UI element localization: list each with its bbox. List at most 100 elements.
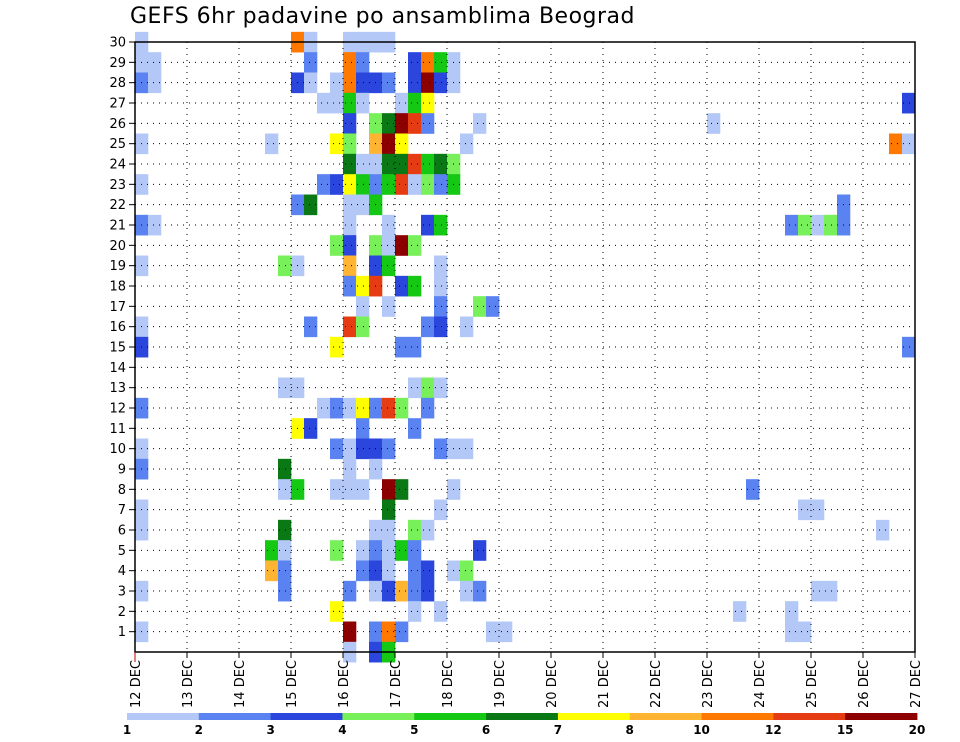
heatmap-cell: [785, 621, 799, 643]
heatmap-cell: [304, 194, 318, 216]
x-tick-label: 13 DEC: [181, 660, 196, 708]
heatmap-cell: [304, 418, 318, 439]
x-tick-label: 18 DEC: [441, 660, 456, 708]
heatmap-cell: [434, 153, 448, 175]
y-tick-label: 11: [109, 422, 126, 437]
heatmap-cell: [343, 235, 357, 256]
colorbar-label: 6: [482, 723, 490, 737]
y-tick-label: 3: [118, 585, 126, 600]
colorbar-segment: [414, 713, 487, 720]
heatmap-cell: [408, 377, 422, 399]
heatmap-cell: [382, 255, 396, 277]
heatmap-cell: [343, 275, 357, 297]
heatmap-cell: [356, 296, 370, 317]
heatmap-cell: [473, 540, 487, 561]
heatmap-cell: [499, 621, 513, 643]
heatmap-cell: [356, 479, 370, 500]
heatmap-cell: [395, 621, 409, 643]
heatmap-cell: [278, 519, 292, 541]
heatmap-cell: [395, 479, 409, 500]
heatmap-cell: [330, 235, 344, 256]
colorbar-label: 3: [266, 723, 274, 737]
heatmap-cell: [356, 397, 370, 419]
y-tick-label: 5: [118, 544, 126, 559]
heatmap-cell: [343, 438, 357, 460]
heatmap-cell: [408, 52, 422, 73]
heatmap-cell: [382, 153, 396, 175]
heatmap-cell: [382, 580, 396, 602]
heatmap-cell: [421, 377, 435, 399]
heatmap-cells: [135, 31, 916, 663]
y-tick-label: 20: [109, 239, 126, 254]
heatmap-cell: [356, 560, 370, 582]
x-tick-label: 12 DEC: [129, 660, 144, 708]
y-tick-label: 9: [118, 463, 126, 478]
heatmap-cell: [356, 72, 370, 94]
y-tick-label: 7: [118, 503, 126, 518]
heatmap-cell: [356, 92, 370, 114]
y-tick-label: 12: [109, 402, 126, 417]
colorbar-segment: [845, 713, 918, 720]
heatmap-cell: [798, 499, 812, 521]
heatmap-cell: [148, 52, 162, 73]
heatmap-cell: [382, 72, 396, 94]
heatmap-cell: [343, 458, 357, 480]
colorbar-label: 1: [123, 723, 131, 737]
heatmap-cell: [278, 255, 292, 277]
axes: 1234567891011121314151617181920212223242…: [109, 36, 924, 708]
heatmap-cell: [460, 316, 474, 338]
heatmap-cell: [343, 153, 357, 175]
heatmap-cell: [278, 540, 292, 561]
heatmap-cell: [330, 72, 344, 94]
heatmap-cell: [278, 458, 292, 480]
x-tick-label: 15 DEC: [285, 660, 300, 708]
heatmap-cell: [330, 174, 344, 195]
heatmap-cell: [421, 72, 435, 94]
x-tick-label: 25 DEC: [805, 660, 820, 708]
heatmap-cell: [460, 133, 474, 155]
heatmap-cell: [395, 133, 409, 155]
heatmap-cell: [421, 519, 435, 541]
heatmap-cell: [434, 255, 448, 277]
heatmap-cell: [382, 519, 396, 541]
y-tick-label: 19: [109, 259, 126, 274]
heatmap-cell: [304, 316, 318, 338]
heatmap-cell: [278, 580, 292, 602]
heatmap-cell: [317, 397, 331, 419]
colorbar-label: 15: [837, 723, 854, 737]
heatmap-cell: [486, 621, 500, 643]
heatmap-cell: [824, 580, 838, 602]
heatmap-cell: [811, 214, 825, 236]
heatmap-cell: [798, 621, 812, 643]
y-tick-label: 8: [118, 483, 126, 498]
heatmap-cell: [343, 580, 357, 602]
heatmap-cell: [395, 92, 409, 114]
heatmap-cell: [798, 214, 812, 236]
heatmap-cell: [421, 174, 435, 195]
heatmap-cell: [824, 214, 838, 236]
y-tick-label: 10: [109, 442, 126, 457]
heatmap-cell: [356, 52, 370, 73]
heatmap-cell: [395, 540, 409, 561]
heatmap-cell: [382, 235, 396, 256]
heatmap-cell: [408, 418, 422, 439]
heatmap-cell: [733, 601, 747, 622]
heatmap-cell: [304, 72, 318, 94]
heatmap-cell: [421, 153, 435, 175]
heatmap-cell: [382, 113, 396, 134]
y-tick-label: 21: [109, 219, 126, 234]
heatmap-cell: [317, 92, 331, 114]
y-tick-label: 22: [109, 198, 126, 213]
heatmap-cell: [265, 560, 279, 582]
colorbar: 1 2 3 4 5 6 7 8 10 12 15 20: [123, 713, 926, 737]
heatmap-cell: [382, 397, 396, 419]
colorbar-label: 20: [909, 723, 926, 737]
heatmap-cell: [330, 438, 344, 460]
heatmap-cell: [902, 336, 916, 358]
heatmap-cell: [356, 438, 370, 460]
y-tick-label: 28: [109, 76, 126, 91]
heatmap-cell: [330, 336, 344, 358]
colorbar-label: 5: [410, 723, 418, 737]
y-tick-label: 15: [109, 341, 126, 356]
